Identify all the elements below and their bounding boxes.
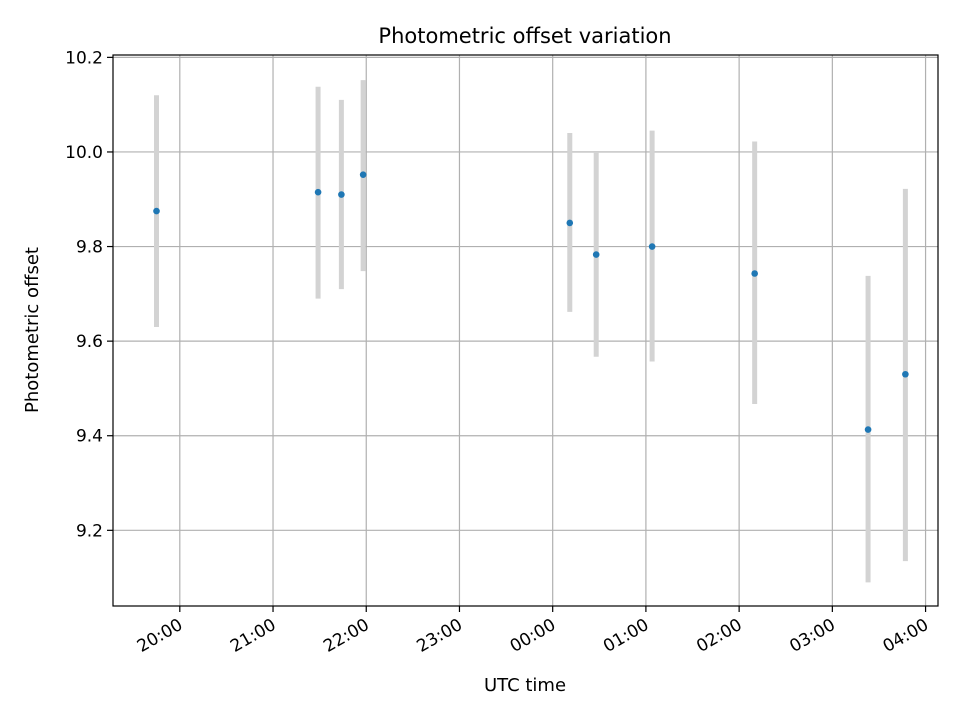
data-point-3 [338, 191, 345, 198]
y-axis-label: Photometric offset [22, 247, 43, 413]
y-tick-label: 9.4 [76, 427, 103, 447]
y-tick-label: 10.2 [65, 48, 103, 68]
chart-title: Photometric offset variation [378, 24, 671, 48]
data-point-10 [902, 370, 909, 378]
data-point-8 [751, 270, 758, 277]
data-point-5 [566, 219, 574, 227]
y-tick-label: 9.2 [76, 521, 103, 541]
data-point-6 [592, 251, 600, 258]
x-axis-label: UTC time [484, 675, 566, 696]
data-point-7 [648, 243, 656, 250]
data-points [153, 171, 909, 433]
data-point-9 [864, 426, 872, 433]
data-point-2 [314, 188, 322, 196]
y-tick-label: 9.8 [76, 238, 103, 258]
data-point-1 [153, 207, 160, 215]
y-axis-ticks: 9.2 9.4 9.6 9.8 10.0 10.2 [65, 48, 113, 541]
y-tick-label: 9.6 [76, 332, 103, 352]
y-tick-label: 10.0 [65, 143, 103, 163]
grid [113, 55, 938, 606]
plot-frame [112, 54, 939, 607]
data-point-4 [359, 171, 367, 178]
